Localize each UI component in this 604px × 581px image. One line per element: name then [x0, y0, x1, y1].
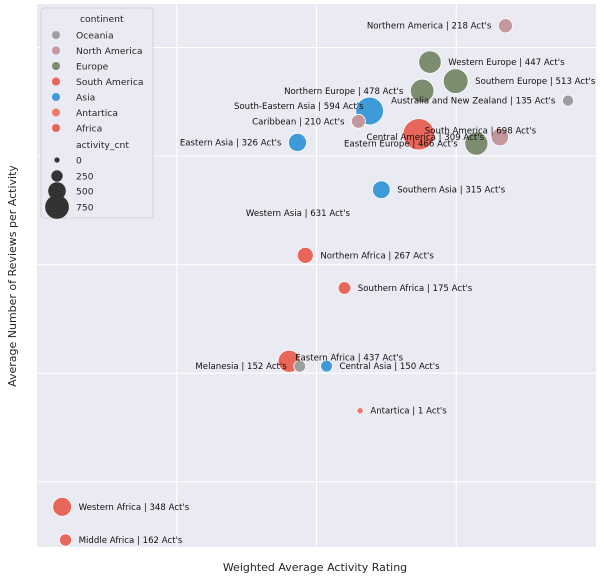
legend-size-marker [45, 195, 69, 219]
legend-size-entry: 500 [76, 187, 94, 198]
legend-size-entry: 750 [76, 203, 94, 214]
point-label: Western Europe | 447 Act's [448, 58, 565, 68]
point-label: Eastern Asia | 326 Act's [180, 138, 282, 148]
data-point [296, 247, 314, 264]
data-point [409, 78, 435, 104]
data-point [337, 281, 352, 295]
data-point [464, 131, 489, 156]
point-label: Central America | 309 Act's [366, 133, 484, 143]
legend-frame [40, 7, 154, 219]
legend-entry: Africa [76, 124, 102, 135]
point-label: Australia and New Zealand | 135 Act's [391, 97, 556, 107]
legend-marker [52, 77, 60, 86]
data-point [497, 18, 513, 34]
point-label: South America | 698 Act's [425, 126, 537, 136]
legend-entry: Antartica [76, 108, 118, 119]
data-point [418, 50, 442, 74]
point-label: Southern Africa | 175 Act's [358, 284, 473, 294]
legend-marker [52, 62, 60, 70]
data-point [372, 180, 391, 199]
legend-entry: North America [76, 46, 143, 57]
data-point [562, 94, 575, 107]
legend-marker [52, 124, 60, 132]
legend-marker [52, 46, 60, 55]
legend-size-marker [48, 182, 66, 200]
point-label: South-Eastern Asia | 594 Act's [234, 102, 364, 112]
point-label: Northern America | 218 Act's [367, 22, 492, 32]
legend: continent Oceania North America Europe South… [40, 7, 154, 219]
data-point [490, 127, 510, 147]
legend-title-continent: continent [80, 14, 124, 25]
point-labels: South America | 698 Act's South-Eastern A… [79, 22, 596, 546]
legend-size-entry: 0 [76, 156, 82, 167]
legend-size-entry: 250 [76, 172, 94, 183]
point-label: Melanesia | 152 Act's [195, 362, 287, 372]
legend-marker [52, 31, 60, 39]
point-label: Western Africa | 348 Act's [79, 503, 190, 513]
data-points [52, 18, 575, 547]
legend-title-activity-cnt: activity_cnt [76, 140, 129, 151]
point-label: Central Asia | 150 Act's [339, 362, 440, 372]
point-label: Northern Europe | 478 Act's [284, 87, 404, 97]
point-label: Western Asia | 631 Act's [246, 209, 351, 219]
point-label: Middle Africa | 162 Act's [79, 536, 183, 546]
data-point [320, 359, 333, 373]
data-point [351, 113, 366, 129]
point-label: Caribbean | 210 Act's [252, 117, 345, 127]
legend-size-marker [51, 170, 63, 182]
point-label: Northern Africa | 267 Act's [320, 251, 434, 261]
legend-marker [52, 108, 60, 117]
legend-entry: Europe [76, 62, 109, 73]
point-label: Southern Europe | 513 Act's [475, 77, 596, 87]
data-point [356, 407, 364, 415]
legend-marker [52, 93, 60, 101]
data-point [52, 496, 73, 517]
legend-entry: Oceania [76, 31, 114, 42]
data-point [442, 68, 469, 94]
point-label: Southern Asia | 315 Act's [397, 186, 506, 196]
legend-size-marker [54, 157, 60, 163]
data-point [58, 533, 73, 547]
legend-entry: Asia [76, 93, 95, 104]
point-label: Antartica | 1 Act's [370, 407, 447, 417]
data-point [288, 132, 307, 152]
point-label: Eastern Africa | 437 Act's [295, 353, 404, 363]
y-axis-label: Average Number of Reviews per Activity [6, 165, 19, 387]
point-label: Eastern Europe | 466 Act's [344, 140, 458, 150]
data-point [293, 359, 307, 373]
data-point [402, 118, 435, 151]
legend-entry: South America [76, 77, 144, 88]
x-axis-label: Weighted Average Activity Rating [223, 561, 407, 574]
